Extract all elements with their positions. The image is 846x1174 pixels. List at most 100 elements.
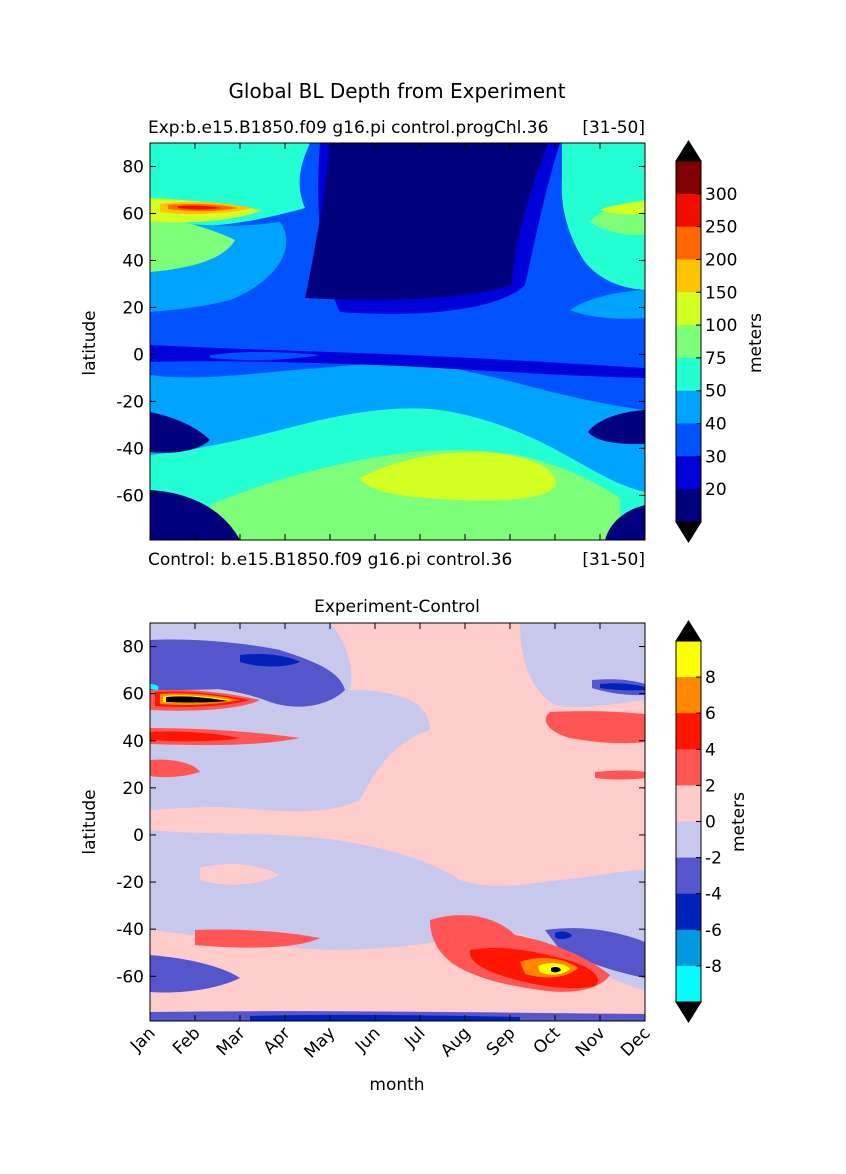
y-tick-label: -60 xyxy=(116,967,144,987)
colorbar-swatch xyxy=(676,161,701,195)
colorbar-extend-max xyxy=(675,620,702,642)
colorbar-tick-label: 200 xyxy=(705,250,737,270)
colorbar-swatch xyxy=(676,965,701,1003)
bottom-xlabel: month xyxy=(369,1075,424,1095)
colorbar-tick-label: 100 xyxy=(705,316,737,336)
bottom-band-plus2-east45 xyxy=(545,711,645,744)
colorbar-tick-label: 150 xyxy=(705,283,737,303)
x-tick-label: Jun xyxy=(351,1023,385,1057)
bottom-band-minus2-south xyxy=(150,955,240,993)
bottom-band-neg-mid xyxy=(150,830,645,990)
bottom-colorbar-label: meters xyxy=(729,792,749,852)
colorbar-tick-label: 75 xyxy=(705,349,727,369)
bottom-band-plus4-west xyxy=(150,731,240,742)
colorbar-tick-label: 0 xyxy=(705,813,716,833)
colorbar-swatch xyxy=(676,193,701,228)
colorbar-swatch xyxy=(676,226,701,260)
top-band-100-east xyxy=(600,202,645,215)
top-title-left: Exp:b.e15.B1850.f09 g16.pi control.progC… xyxy=(148,118,548,138)
x-tick-label: May xyxy=(301,1023,340,1062)
colorbar-swatch xyxy=(676,259,701,293)
colorbar-frame xyxy=(675,160,702,523)
y-tick-label: 40 xyxy=(122,732,144,752)
y-tick-label: -40 xyxy=(116,920,144,940)
top-y-axis: 80 60 40 20 0 -20 -40 -60 xyxy=(116,157,645,506)
colorbar-swatch xyxy=(676,857,701,895)
bottom-colorbar: 8 6 4 2 0 -2 -4 -6 -8 xyxy=(675,620,722,1023)
top-low-north xyxy=(305,143,548,300)
top-low-west-40 xyxy=(150,412,210,453)
bottom-band-minus2-west60 xyxy=(150,682,255,690)
colorbar-tick-label: 20 xyxy=(705,480,727,500)
bottom-plot-frame xyxy=(149,622,646,1022)
x-tick-label: Feb xyxy=(169,1023,204,1058)
colorbar-swatch xyxy=(676,423,701,457)
y-tick-label: -20 xyxy=(116,392,144,412)
colorbar-tick-label: 6 xyxy=(705,704,716,724)
colorbar-swatch xyxy=(676,325,701,359)
bottom-ylabel: latitude xyxy=(80,789,100,854)
colorbar-tick-label: -2 xyxy=(705,849,722,869)
top-band-east-mid xyxy=(570,290,645,319)
bottom-band-minus2-southeast xyxy=(545,928,645,978)
top-low-southwest xyxy=(150,490,240,540)
y-tick-label: -40 xyxy=(116,439,144,459)
colorbar-tick-label: -4 xyxy=(705,885,722,905)
y-tick-label: 20 xyxy=(122,779,144,799)
y-tick-label: 0 xyxy=(133,826,144,846)
bottom-band-under-west60 xyxy=(150,684,159,690)
top-spot-minus15 xyxy=(412,387,436,395)
x-tick-label: Sep xyxy=(483,1023,520,1060)
bottom-contour-field xyxy=(150,623,645,1021)
top-colorbar: 20 30 40 50 75 100 150 200 250 300 xyxy=(675,140,737,543)
top-low-southeast xyxy=(605,505,645,540)
colorbar-extend-min xyxy=(675,521,702,543)
x-tick-label: Nov xyxy=(572,1023,610,1061)
x-tick-label: Jul xyxy=(400,1023,429,1052)
y-tick-label: 0 xyxy=(133,345,144,365)
top-band-100-150 xyxy=(360,452,556,501)
colorbar-swatch xyxy=(676,821,701,859)
top-band-250-300 xyxy=(178,205,222,210)
x-tick-label: Mar xyxy=(213,1023,250,1060)
top-band-75-west xyxy=(150,215,235,272)
y-tick-label: 60 xyxy=(122,204,144,224)
top-plot-frame xyxy=(149,142,646,541)
bottom-band-over-northwest xyxy=(166,696,228,703)
top-footer-left: Control: b.e15.B1850.f09 g16.pi control.… xyxy=(148,550,512,570)
colorbar-tick-label: 40 xyxy=(705,415,727,435)
bottom-band-plus2-east25 xyxy=(595,770,645,780)
bottom-band-minus4-south-edge xyxy=(250,1014,520,1021)
colorbar-tick-label: -6 xyxy=(705,921,722,941)
top-equator-blob xyxy=(210,351,320,361)
y-tick-label: -20 xyxy=(116,873,144,893)
bottom-title: Experiment-Control xyxy=(314,597,480,617)
colorbar-tick-label: 4 xyxy=(705,740,716,760)
colorbar-swatch xyxy=(676,785,701,822)
bottom-band-minus4-north xyxy=(240,653,300,667)
x-tick-label: Oct xyxy=(530,1023,565,1058)
colorbar-tick-label: 300 xyxy=(705,185,737,205)
y-tick-label: 20 xyxy=(122,298,144,318)
colorbar-swatch xyxy=(676,749,701,786)
colorbar-tick-label: 8 xyxy=(705,668,716,688)
colorbar-swatch xyxy=(676,357,701,392)
y-tick-label: 80 xyxy=(122,157,144,177)
colorbar-extend-max xyxy=(675,140,702,162)
colorbar-tick-label: 250 xyxy=(705,218,737,238)
top-footer-right: [31-50] xyxy=(582,550,645,570)
colorbar-swatch xyxy=(676,292,701,326)
bottom-y-axis: 80 60 40 20 0 -20 -40 -60 xyxy=(116,638,645,987)
bottom-band-plus2-south xyxy=(195,929,320,948)
bottom-band-over-southeast xyxy=(551,966,561,973)
figure-suptitle: Global BL Depth from Experiment xyxy=(228,79,565,103)
colorbar-swatch xyxy=(676,713,701,750)
colorbar-tick-label: 50 xyxy=(705,382,727,402)
colorbar-tick-label: 2 xyxy=(705,776,716,796)
colorbar-extend-min xyxy=(675,1001,702,1023)
top-contour-field xyxy=(150,143,645,540)
colorbar-swatch xyxy=(676,489,701,523)
x-tick-label: Jan xyxy=(126,1023,159,1056)
colorbar-swatch xyxy=(676,893,701,931)
